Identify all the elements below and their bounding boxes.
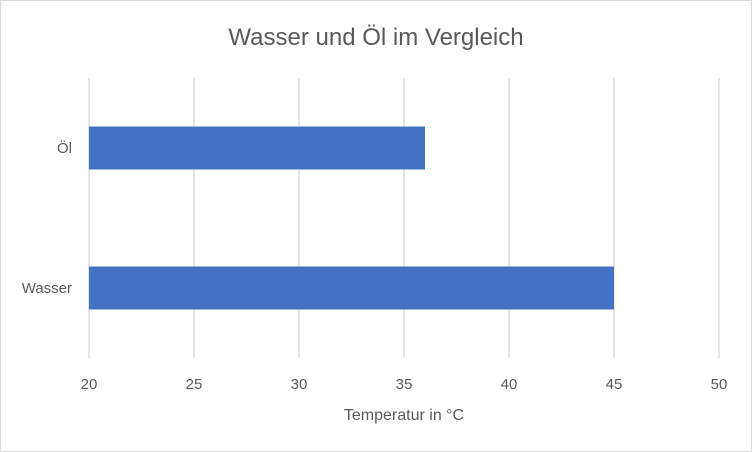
x-tick-label: 45 bbox=[606, 376, 623, 393]
x-tick-label: 30 bbox=[291, 376, 308, 393]
y-category-label: Wasser bbox=[22, 280, 72, 297]
bar-1 bbox=[89, 126, 425, 170]
bar-2 bbox=[89, 266, 614, 310]
chart-title: Wasser und Öl im Vergleich bbox=[228, 24, 523, 51]
x-tick-label: 40 bbox=[501, 376, 518, 393]
y-category-label: Öl bbox=[57, 139, 72, 157]
x-tick-label: 35 bbox=[396, 376, 413, 393]
x-tick-label: 20 bbox=[81, 376, 98, 393]
x-tick-label: 25 bbox=[186, 376, 203, 393]
x-axis-title: Temperatur in °C bbox=[344, 407, 464, 424]
y-axis-categories: Öl Wasser bbox=[22, 139, 72, 297]
gridlines bbox=[88, 78, 720, 358]
x-tick-label: 50 bbox=[711, 376, 728, 393]
bars bbox=[89, 126, 614, 310]
x-axis-ticks: 20 25 30 35 40 45 50 bbox=[81, 376, 728, 393]
